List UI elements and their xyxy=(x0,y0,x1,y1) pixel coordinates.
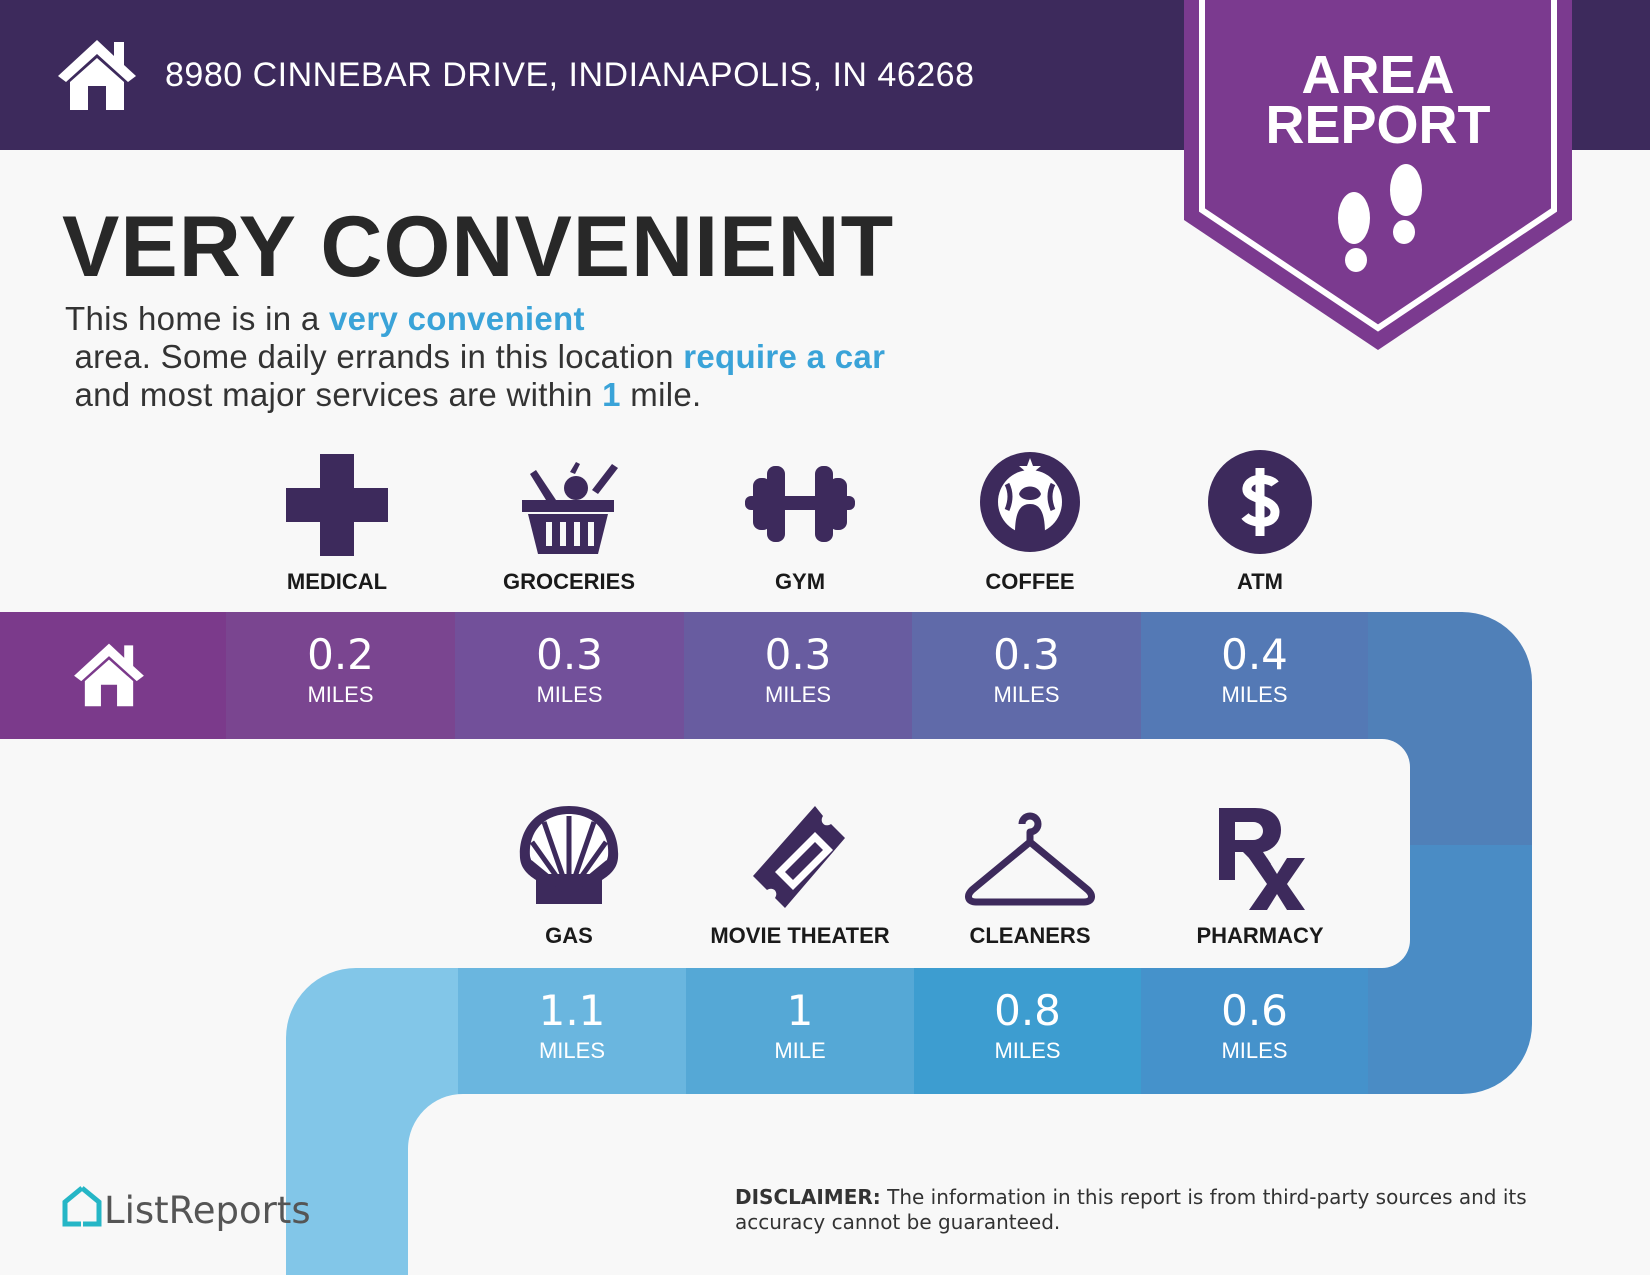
distance-unit: MILES xyxy=(536,682,603,707)
description: This home is in a very convenient area. … xyxy=(65,300,1175,414)
area-report-title: AREA REPORT xyxy=(1184,45,1572,155)
desc-highlight: 1 xyxy=(602,376,621,413)
listreports-logo-icon xyxy=(62,1186,102,1227)
distance-value: 0.4 xyxy=(1221,630,1288,679)
starbucks-logo-icon xyxy=(980,452,1080,552)
dumbbell-icon xyxy=(745,466,855,542)
category-label-atm: ATM xyxy=(1236,569,1284,594)
category-label-groceries: GROCERIES xyxy=(502,569,636,594)
disclaimer-text: The information in this report is from t… xyxy=(735,1185,1527,1234)
disclaimer-label: DISCLAIMER: xyxy=(735,1185,881,1209)
area-report-badge xyxy=(1184,0,1572,350)
property-address: 8980 CINNEBAR DRIVE, INDIANAPOLIS, IN 46… xyxy=(165,56,975,94)
distance-unit: MILES xyxy=(307,682,374,707)
distance-value: 0.6 xyxy=(1221,986,1288,1035)
distance-gym: 0.3 MILES xyxy=(684,612,912,708)
distance-value: 0.3 xyxy=(764,630,832,679)
rx-icon xyxy=(1219,808,1305,910)
home-icon xyxy=(58,40,136,110)
distance-unit: MILES xyxy=(993,682,1060,707)
category-label-gas: GAS xyxy=(545,923,593,948)
path-corner-mask xyxy=(408,1094,1650,1275)
desc-highlight: very convenient xyxy=(329,300,585,337)
desc-text: This home is in a xyxy=(65,300,330,337)
disclaimer: DISCLAIMER: The information in this repo… xyxy=(735,1185,1595,1235)
distance-atm: 0.4 MILES xyxy=(1141,612,1368,708)
path-band-1 xyxy=(0,612,1368,739)
medical-cross-icon xyxy=(286,454,388,556)
distance-value: 0.8 xyxy=(994,986,1061,1035)
distance-coffee: 0.3 MILES xyxy=(912,612,1141,708)
category-label-gym: GYM xyxy=(774,569,826,594)
logo-text: ListReports xyxy=(104,1189,311,1232)
category-label-medical: MEDICAL xyxy=(286,569,388,594)
distance-medical: 0.2 MILES xyxy=(226,612,455,708)
distance-unit: MILES xyxy=(1221,682,1288,707)
distance-value: 1 xyxy=(786,986,814,1035)
category-label-cleaners: CLEANERS xyxy=(969,923,1091,948)
distance-unit: MILES xyxy=(764,682,832,707)
distance-pharmacy: 0.6 MILES xyxy=(1141,968,1368,1064)
distance-value: 0.3 xyxy=(993,630,1060,679)
hanger-icon xyxy=(965,812,1095,906)
category-label-coffee: COFFEE xyxy=(985,569,1075,594)
badge-line-1: AREA xyxy=(1301,45,1455,105)
distance-value: 0.3 xyxy=(536,630,603,679)
distance-value: 0.2 xyxy=(307,630,374,679)
path-gap xyxy=(0,739,1410,968)
listreports-logo: ListReports xyxy=(60,1185,311,1232)
grocery-basket-icon xyxy=(522,462,618,554)
desc-text: area. Some daily errands in this locatio… xyxy=(65,338,684,375)
path-band-2 xyxy=(286,968,1368,1094)
home-start-icon xyxy=(74,643,144,707)
distance-movie-theater: 1 MILE xyxy=(686,968,914,1064)
desc-text: mile. xyxy=(620,376,702,413)
shell-logo-icon xyxy=(519,806,619,904)
desc-text: and most major services are within xyxy=(65,376,603,413)
ticket-icon xyxy=(753,806,845,908)
distance-value: 1.1 xyxy=(538,986,606,1035)
distance-groceries: 0.3 MILES xyxy=(455,612,684,708)
distance-unit: MILE xyxy=(774,1038,826,1063)
distance-unit: MILES xyxy=(538,1038,606,1063)
distance-gas: 1.1 MILES xyxy=(458,968,686,1064)
dollar-icon xyxy=(1208,450,1312,554)
distance-cleaners: 0.8 MILES xyxy=(914,968,1141,1064)
distance-unit: MILES xyxy=(1221,1038,1288,1063)
path-down-strip xyxy=(286,1094,408,1275)
page-title: VERY CONVENIENT xyxy=(62,199,895,295)
distance-unit: MILES xyxy=(994,1038,1061,1063)
desc-highlight: require a car xyxy=(683,338,886,375)
footprints-icon xyxy=(1338,164,1422,272)
category-label-pharmacy: PHARMACY xyxy=(1196,923,1324,948)
category-label-movie-theater: MOVIE THEATER xyxy=(710,923,890,948)
badge-line-2: REPORT xyxy=(1265,95,1491,155)
